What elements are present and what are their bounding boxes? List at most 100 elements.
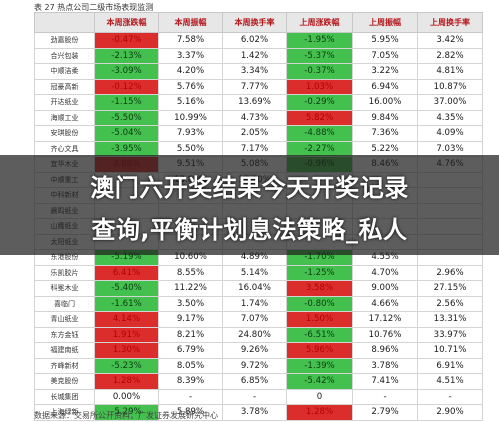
last-week-amplitude-cell: 9.84% xyxy=(352,109,418,126)
last-week-change-cell: -6.51% xyxy=(286,326,353,343)
table-caption: 表 27 热点公司二级市场表现监测 xyxy=(34,3,154,12)
table-row: 开达纸业 -1.15% 5.16% 13.69% -0.29% 16.00% 37.00% xyxy=(34,94,483,111)
last-week-amplitude-cell: 16.00% xyxy=(352,94,418,111)
table-row: 海顺工业 -5.50% 10.99% 4.73% 5.82% 9.84% 4.35% xyxy=(34,109,483,126)
company-name-cell: 喜临门 xyxy=(34,295,95,312)
table-row: 安琪股份 -5.04% 7.93% 2.05% -4.88% 7.36% 4.09% xyxy=(34,125,483,142)
week-change-cell: 6.41% xyxy=(94,264,159,281)
week-amplitude-cell: 8.21% xyxy=(158,326,223,343)
last-week-amplitude-cell: 17.12% xyxy=(352,311,418,328)
week-amplitude-cell: 3.37% xyxy=(158,47,223,64)
last-week-change-cell: -0.29% xyxy=(286,94,353,111)
last-week-change-cell: 1.50% xyxy=(286,311,353,328)
table-row: 喜临门 -1.61% 3.50% 1.74% -0.80% 4.66% 2.56% xyxy=(34,295,483,312)
last-week-amplitude-cell: 7.36% xyxy=(352,125,418,142)
last-week-turnover-cell: 13.31% xyxy=(417,311,483,328)
week-change-cell: 4.14% xyxy=(94,311,159,328)
last-week-turnover-cell: 4.09% xyxy=(417,125,483,142)
week-turnover-cell: 1.42% xyxy=(222,47,287,64)
company-name-cell: 科冕木业 xyxy=(34,280,95,297)
company-name-cell: 合兴包装 xyxy=(34,47,95,64)
week-change-cell: -0.47% xyxy=(94,32,159,49)
week-amplitude-cell: - xyxy=(158,388,223,405)
week-turnover-cell: 5.14% xyxy=(222,264,287,281)
week-amplitude-cell: 11.22% xyxy=(158,280,223,297)
last-week-turnover-cell: 33.97% xyxy=(417,326,483,343)
week-turnover-cell: 3.34% xyxy=(222,63,287,80)
company-name-cell: 安琪股份 xyxy=(34,125,95,142)
last-week-amplitude-cell: - xyxy=(352,388,418,405)
week-turnover-cell: 6.85% xyxy=(222,373,287,390)
overlay-banner xyxy=(0,155,499,255)
last-week-turnover-cell: 6.91% xyxy=(417,357,483,374)
table-row: 上海绿新 -5.29% 5.89% 3.78% 1.28% 2.79% 2.90% xyxy=(34,404,483,421)
week-turnover-cell: 24.80% xyxy=(222,326,287,343)
week-change-cell: 1.30% xyxy=(94,342,159,359)
table-row: 冠豪高新 -0.12% 5.76% 7.77% 1.03% 6.94% 10.87% xyxy=(34,78,483,95)
company-name-cell: 海顺工业 xyxy=(34,109,95,126)
last-week-turnover-cell: 4.51% xyxy=(417,373,483,390)
last-week-change-cell: 1.28% xyxy=(286,404,353,421)
last-week-change-cell: 5.96% xyxy=(286,342,353,359)
week-change-cell: 0.00% xyxy=(94,388,159,405)
week-amplitude-cell: 7.58% xyxy=(158,32,223,49)
week-turnover-cell: 3.78% xyxy=(222,404,287,421)
week-change-cell: -5.29% xyxy=(94,404,159,421)
week-turnover-cell: - xyxy=(222,388,287,405)
header-company xyxy=(34,12,95,33)
last-week-change-cell: -5.42% xyxy=(286,373,353,390)
week-amplitude-cell: 3.50% xyxy=(158,295,223,312)
last-week-amplitude-cell: 7.05% xyxy=(352,47,418,64)
last-week-amplitude-cell: 7.41% xyxy=(352,373,418,390)
last-week-turnover-cell: - xyxy=(417,388,483,405)
table-row: 长城集团 0.00% - -0- - xyxy=(34,388,483,405)
company-name-cell: 青山纸业 xyxy=(34,311,95,328)
last-week-amplitude-cell: 4.66% xyxy=(352,295,418,312)
company-name-cell: 开达纸业 xyxy=(34,94,95,111)
week-amplitude-cell: 9.17% xyxy=(158,311,223,328)
last-week-change-cell: 0 xyxy=(286,388,353,405)
week-amplitude-cell: 6.79% xyxy=(158,342,223,359)
last-week-change-cell: -1.25% xyxy=(286,264,353,281)
last-week-change-cell: -1.39% xyxy=(286,357,353,374)
header-week-turnover: 本周换手率 xyxy=(222,12,287,33)
company-name-cell: 福建南纸 xyxy=(34,342,95,359)
week-change-cell: 1.28% xyxy=(94,373,159,390)
week-turnover-cell: 13.69% xyxy=(222,94,287,111)
last-week-amplitude-cell: 3.22% xyxy=(352,63,418,80)
last-week-change-cell: 5.82% xyxy=(286,109,353,126)
table-row: 美克股份 1.28% 8.39% 6.85% -5.42% 7.41% 4.51% xyxy=(34,373,483,390)
table-row: 劲嘉股份 -0.47% 7.58% 6.02% -1.95% 5.95% 3.42% xyxy=(34,32,483,49)
week-change-cell: 1.91% xyxy=(94,326,159,343)
week-turnover-cell: 6.02% xyxy=(222,32,287,49)
table-row: 齐峰新材 -5.23% 8.05% 9.72% -1.39% 3.78% 6.91% xyxy=(34,357,483,374)
header-week-change: 本周涨跌幅 xyxy=(94,12,159,33)
week-change-cell: -0.12% xyxy=(94,78,159,95)
company-name-cell: 东方金钰 xyxy=(34,326,95,343)
company-name-cell: 冠豪高新 xyxy=(34,78,95,95)
last-week-turnover-cell: 10.87% xyxy=(417,78,483,95)
last-week-amplitude-cell: 3.78% xyxy=(352,357,418,374)
week-change-cell: -5.23% xyxy=(94,357,159,374)
last-week-change-cell: -4.88% xyxy=(286,125,353,142)
week-change-cell: -3.09% xyxy=(94,63,159,80)
overlay-text-line-2: 查询,平衡计划息法策略_私人 xyxy=(91,216,408,244)
header-week-amplitude: 本周振幅 xyxy=(158,12,223,33)
last-week-amplitude-cell: 9.00% xyxy=(352,280,418,297)
week-amplitude-cell: 7.93% xyxy=(158,125,223,142)
week-turnover-cell: 7.07% xyxy=(222,311,287,328)
company-name-cell: 中顺洁柔 xyxy=(34,63,95,80)
table-row: 青山纸业 4.14% 9.17% 7.07% 1.50% 17.12% 13.31% xyxy=(34,311,483,328)
last-week-change-cell: 1.03% xyxy=(286,78,353,95)
table-header-row: 本周涨跌幅 本周振幅 本周换手率 上周涨跌幅 上周振幅 上周换手率 xyxy=(34,12,483,33)
week-change-cell: -1.61% xyxy=(94,295,159,312)
week-change-cell: -2.13% xyxy=(94,47,159,64)
last-week-turnover-cell: 37.00% xyxy=(417,94,483,111)
last-week-turnover-cell: 2.56% xyxy=(417,295,483,312)
week-turnover-cell: 7.77% xyxy=(222,78,287,95)
source-note: 数据来源：交易所公开资料，广发证券发展研究中心 xyxy=(34,411,218,420)
last-week-turnover-cell: 4.35% xyxy=(417,109,483,126)
last-week-amplitude-cell: 5.95% xyxy=(352,32,418,49)
last-week-amplitude-cell: 2.79% xyxy=(352,404,418,421)
table-row: 科冕木业 -5.40% 11.22% 16.04% 3.58% 9.00% 27.15% xyxy=(34,280,483,297)
